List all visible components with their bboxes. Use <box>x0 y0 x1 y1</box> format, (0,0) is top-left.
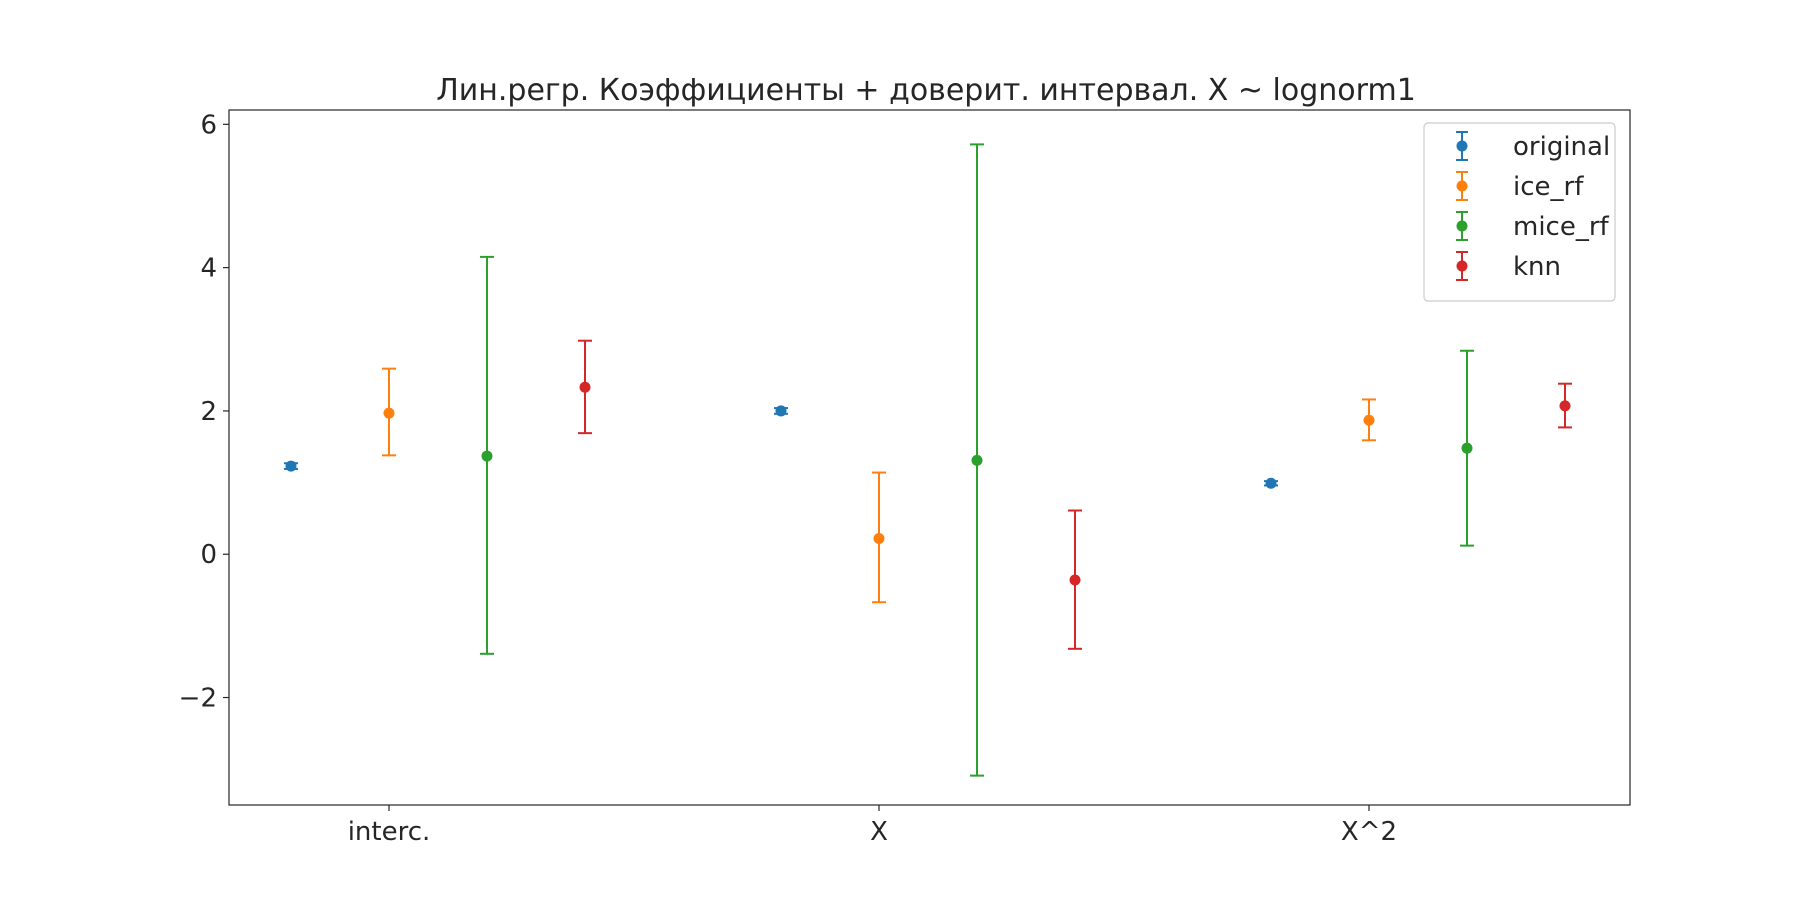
x-tick-label: interc. <box>348 817 431 847</box>
legend-label: original <box>1513 132 1610 162</box>
errorbar-mice_rf <box>1460 349 1474 547</box>
errorbar-original <box>1264 477 1278 489</box>
y-tick-label: 2 <box>200 397 217 427</box>
legend-item-original: original <box>1456 131 1610 162</box>
data-point-original <box>285 460 297 472</box>
legend-marker <box>1456 180 1468 192</box>
y-tick-label: 6 <box>200 110 217 140</box>
x-tick-label: X <box>870 817 888 847</box>
errorbar-ice_rf <box>382 367 396 457</box>
legend-marker <box>1456 140 1468 152</box>
data-point-ice_rf <box>1363 414 1375 426</box>
legend-item-mice_rf: mice_rf <box>1456 211 1610 242</box>
legend-marker <box>1456 260 1468 272</box>
errorbar-mice_rf <box>970 143 984 777</box>
x-tick-label: X^2 <box>1341 817 1397 847</box>
plot-frame <box>228 109 1631 806</box>
data-point-mice_rf <box>481 450 493 462</box>
errorbar-mice_rf <box>480 255 494 655</box>
data-point-original <box>775 405 787 417</box>
legend-label: ice_rf <box>1513 172 1584 202</box>
legend-item-ice_rf: ice_rf <box>1456 171 1584 202</box>
data-point-original <box>1265 477 1277 489</box>
y-tick-label: 4 <box>200 254 217 284</box>
errorbar-knn <box>1068 509 1082 650</box>
errorbar-original <box>284 460 298 472</box>
y-tick-label: −2 <box>179 684 217 714</box>
errorbar-knn <box>578 339 592 435</box>
errorbar-ice_rf <box>872 471 886 604</box>
data-point-ice_rf <box>873 532 885 544</box>
errorbar-original <box>774 405 788 417</box>
legend-box <box>1423 122 1616 302</box>
errorbar-knn <box>1558 382 1572 429</box>
y-tick-label: 0 <box>200 540 217 570</box>
data-point-knn <box>1069 574 1081 586</box>
data-point-ice_rf <box>383 407 395 419</box>
legend-label: knn <box>1513 252 1561 282</box>
data-point-knn <box>1559 400 1571 412</box>
data-point-mice_rf <box>971 454 983 466</box>
chart-title: Лин.регр. Коэффициенты + доверит. интерв… <box>436 73 1416 108</box>
data-point-mice_rf <box>1461 442 1473 454</box>
legend-marker <box>1456 220 1468 232</box>
legend-label: mice_rf <box>1513 212 1610 242</box>
plot-area: −2 0 2 4 6 interc. X X^2 <box>179 109 1631 847</box>
errorbar-ice_rf <box>1362 398 1376 442</box>
data-point-knn <box>579 381 591 393</box>
legend-item-knn: knn <box>1456 251 1561 282</box>
